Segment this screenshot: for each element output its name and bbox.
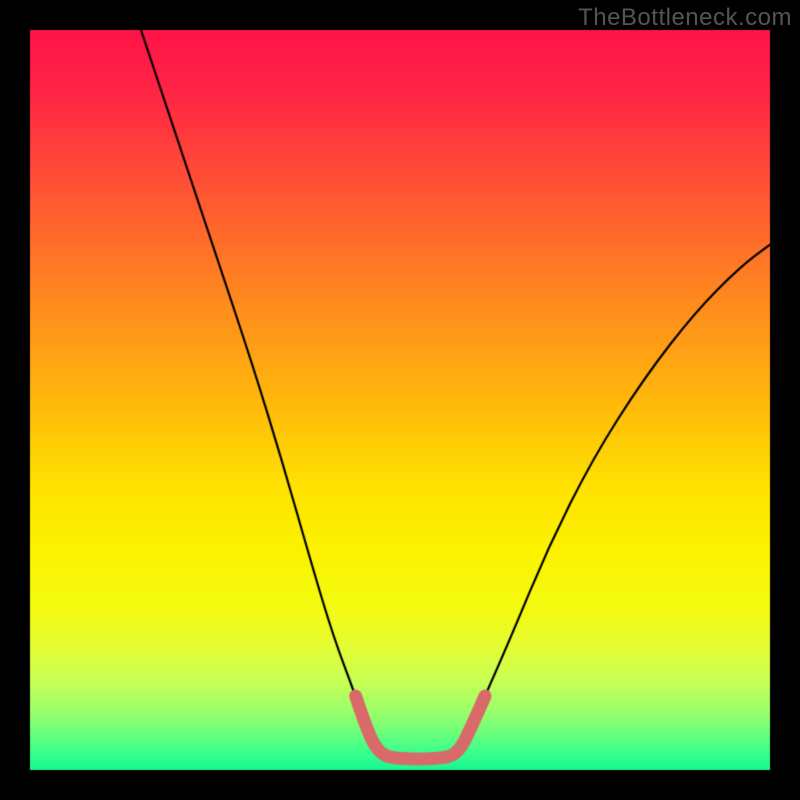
watermark-text: TheBottleneck.com [578,4,792,32]
chart-stage: TheBottleneck.com [0,0,800,800]
gradient-curve-canvas [0,0,800,800]
